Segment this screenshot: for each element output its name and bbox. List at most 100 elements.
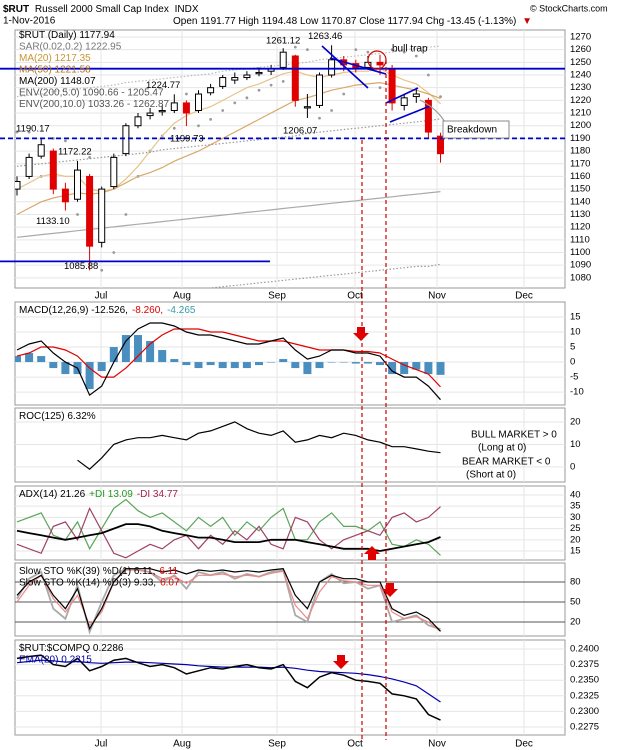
price-label: 1133.10 bbox=[36, 216, 70, 227]
y-tick-label: 1170 bbox=[570, 158, 590, 169]
sar-dot bbox=[402, 50, 406, 54]
legend-text: 6.07 bbox=[160, 577, 180, 588]
histogram-bar bbox=[412, 362, 421, 370]
series-line bbox=[16, 498, 441, 556]
histogram-bar bbox=[49, 362, 58, 369]
legend-text: MA(200) 1148.07 bbox=[19, 76, 96, 87]
histogram-bar bbox=[351, 362, 360, 364]
y-tick-label: 5 bbox=[570, 342, 575, 353]
candle-body bbox=[37, 144, 45, 157]
panel-frame bbox=[14, 29, 566, 289]
candle-body bbox=[49, 150, 57, 190]
sar-dot bbox=[112, 251, 116, 254]
legend-text: Slow STO %K(14) %D(3) 9.33, bbox=[19, 577, 156, 588]
sar-dot bbox=[76, 213, 79, 216]
sar-dot bbox=[245, 96, 249, 100]
x-tick-label: Jul bbox=[95, 739, 108, 750]
x-tick-label: Aug bbox=[173, 739, 191, 750]
series-line bbox=[16, 654, 441, 721]
y-tick-label: 1270 bbox=[570, 31, 591, 42]
candle-body bbox=[146, 112, 154, 117]
plot-area bbox=[16, 567, 441, 635]
legend-entry: MA(50) 1221.58 bbox=[19, 64, 91, 75]
sar-dot bbox=[185, 92, 188, 96]
y-tick-label: 10 bbox=[570, 327, 581, 338]
legend-text: -4.265 bbox=[167, 305, 196, 316]
histogram-bar bbox=[291, 362, 300, 369]
sar-dot bbox=[15, 130, 19, 134]
quote-line: Open 1191.77 High 1194.48 Low 1170.87 Cl… bbox=[173, 16, 532, 27]
panel-frame bbox=[14, 301, 566, 406]
candle-body bbox=[182, 102, 190, 114]
histogram-bar bbox=[61, 362, 70, 375]
y-tick-label: 1080 bbox=[570, 272, 591, 283]
y-tick-label: 1090 bbox=[570, 260, 591, 271]
legend-text: MA(20) 1217.35 bbox=[19, 53, 91, 64]
x-tick-label: Oct bbox=[347, 291, 363, 302]
note: BEAR MARKET < 0 bbox=[462, 457, 551, 468]
candle-body bbox=[400, 97, 408, 106]
sar-dot bbox=[427, 73, 430, 77]
price-label: 1206.07 bbox=[283, 126, 317, 137]
histogram-bar bbox=[194, 362, 203, 369]
x-tick-label: Sep bbox=[268, 291, 286, 302]
histogram-bar bbox=[255, 362, 263, 366]
sar-dot bbox=[257, 88, 261, 92]
legend-text: MA(50) 1221.58 bbox=[19, 64, 91, 75]
legend-entry: Slow STO %K(14) %D(3) 9.33, 6.07 bbox=[19, 577, 180, 588]
symbol: $RUT bbox=[3, 4, 29, 15]
histogram-bar bbox=[363, 362, 372, 364]
price-label: 1263.46 bbox=[308, 31, 342, 42]
series-line bbox=[16, 328, 441, 388]
sar-dot bbox=[318, 116, 321, 120]
callout-box bbox=[442, 120, 510, 139]
y-tick-label: 1130 bbox=[570, 209, 590, 220]
plot-area bbox=[16, 654, 441, 721]
histogram-bar bbox=[25, 353, 34, 363]
panel-frame bbox=[14, 639, 566, 736]
note: (Long at 0) bbox=[478, 443, 526, 454]
y-tick-label: -10 bbox=[570, 387, 584, 398]
legend-text: $RUT (Daily) 1177.94 bbox=[19, 30, 115, 41]
y-tick-label: 1220 bbox=[570, 95, 591, 106]
candle-body bbox=[243, 74, 251, 79]
candle-body bbox=[316, 74, 323, 106]
candle-body bbox=[98, 188, 106, 243]
y-tick-label: 1160 bbox=[570, 171, 590, 182]
sar-dot bbox=[378, 86, 382, 90]
y-tick-label: 1120 bbox=[570, 222, 590, 233]
candle-body bbox=[86, 175, 94, 247]
sar-dot bbox=[306, 48, 309, 52]
sar-dot bbox=[172, 126, 176, 130]
signal-arrow bbox=[333, 655, 349, 669]
candle-body bbox=[376, 61, 384, 66]
histogram-bar bbox=[279, 359, 288, 363]
y-tick-label: 1200 bbox=[570, 120, 591, 131]
sar-dot bbox=[330, 109, 333, 112]
y-tick-label: 1100 bbox=[570, 247, 590, 258]
candle-body bbox=[61, 188, 69, 203]
x-tick-label: Nov bbox=[428, 739, 446, 750]
y-tick-label: 30 bbox=[570, 512, 581, 523]
price-label: 1261.12 bbox=[266, 36, 300, 47]
signal-arrow bbox=[382, 583, 398, 597]
histogram-bar bbox=[376, 362, 384, 366]
series-line bbox=[16, 45, 441, 98]
histogram-bar bbox=[97, 362, 106, 372]
legend-text: ENV(200,5.0) 1090.66 - 1205.47 bbox=[19, 87, 164, 98]
header-line: $RUT Russell 2000 Small Cap Index INDX bbox=[3, 4, 199, 15]
candle-body bbox=[303, 106, 311, 109]
candle-body bbox=[412, 93, 420, 98]
histogram-bar bbox=[315, 362, 324, 369]
signal-arrow bbox=[353, 327, 369, 341]
trendline bbox=[321, 45, 369, 89]
series-line bbox=[16, 322, 441, 401]
legend-entry: EMA(20) 0.2315 bbox=[19, 654, 92, 665]
candle-body bbox=[279, 51, 287, 68]
candle-body bbox=[158, 110, 166, 113]
legend-entry: Slow STO %K(39) %D(1) 6.11, 6.11 bbox=[19, 566, 179, 577]
histogram-bar bbox=[230, 362, 239, 369]
price-label: 1224.77 bbox=[146, 80, 180, 91]
candle-body bbox=[424, 99, 432, 133]
